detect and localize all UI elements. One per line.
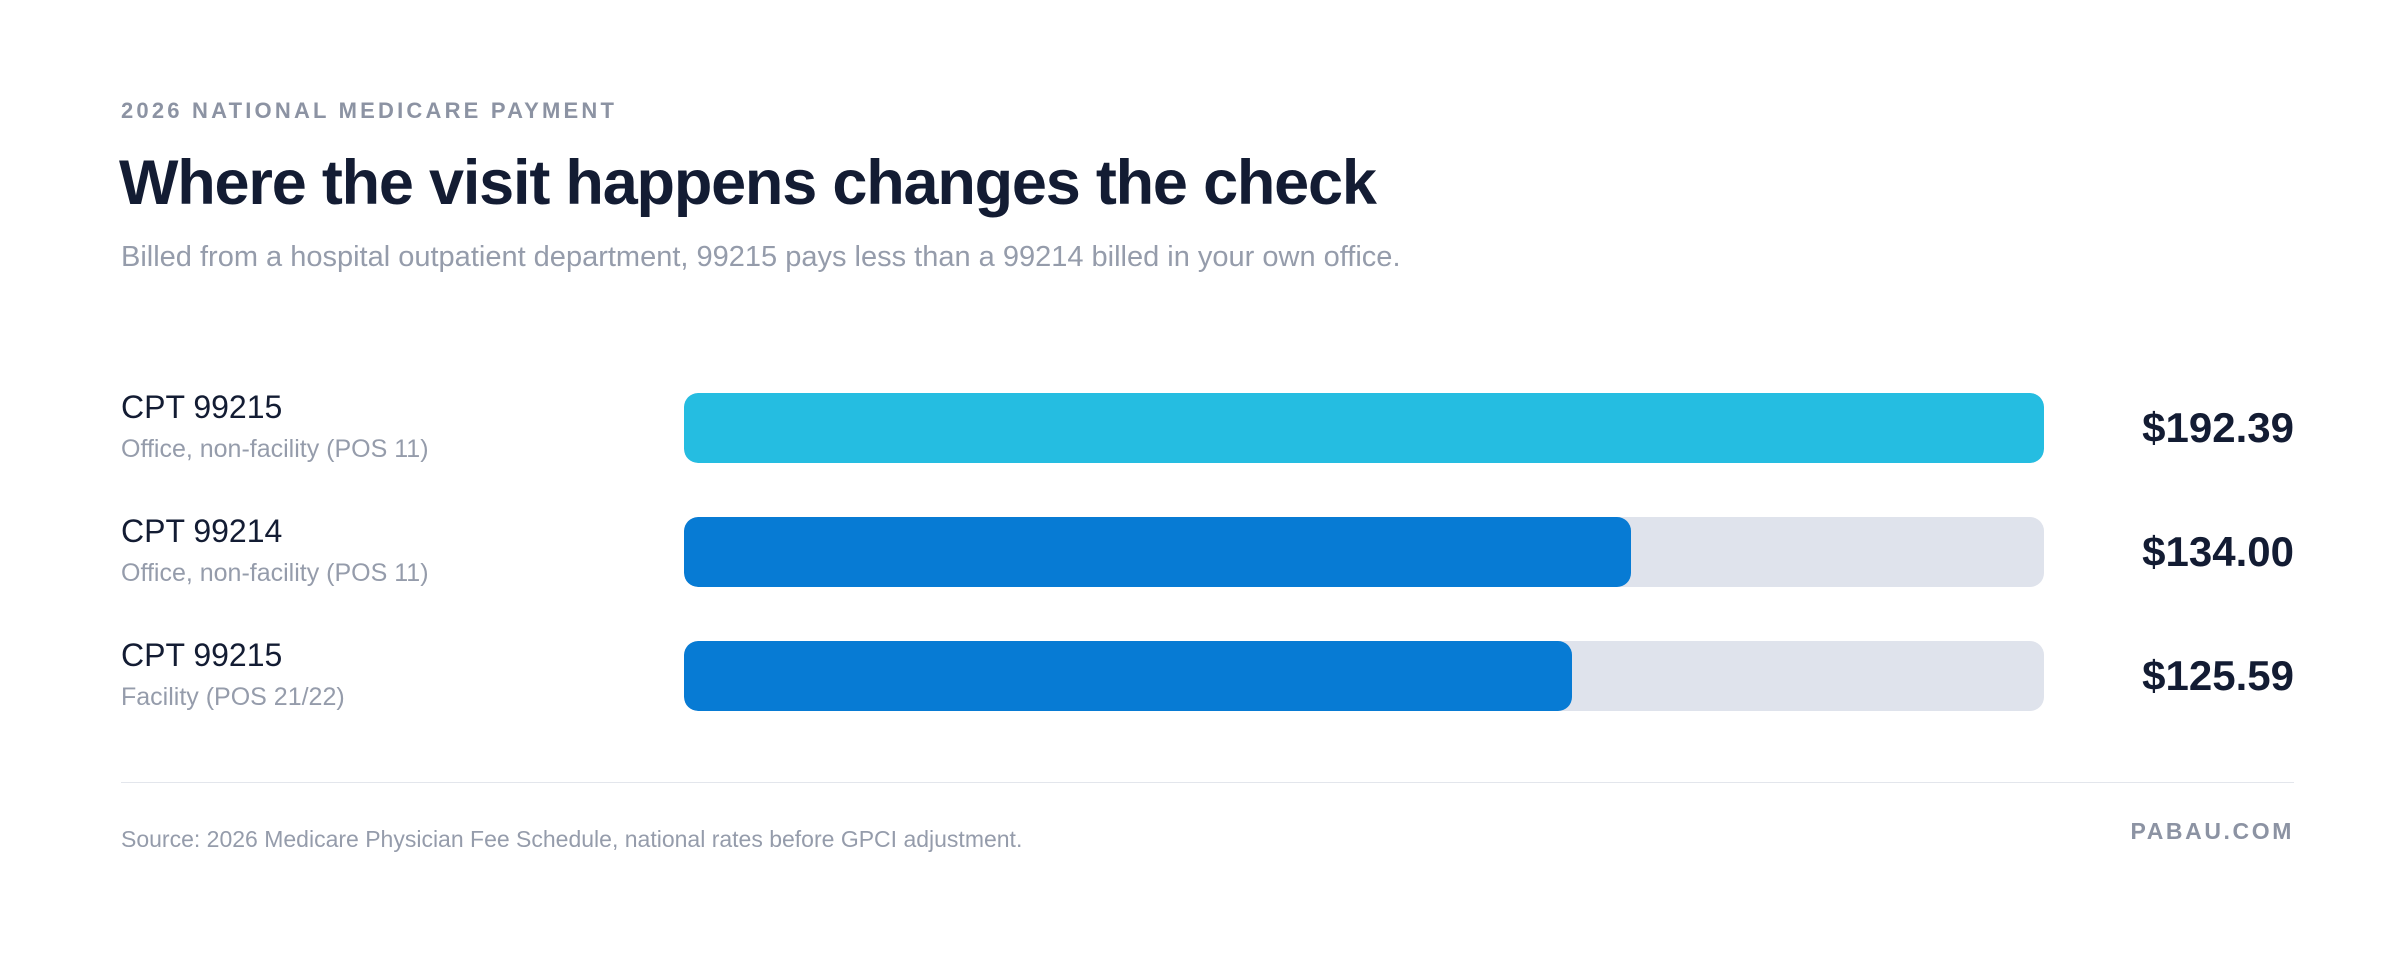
chart-title: Where the visit happens changes the chec…: [119, 148, 1377, 218]
bar-fill: [684, 393, 2044, 463]
row-code-label: CPT 99215: [121, 389, 283, 425]
bar-row-1: CPT 99214 Office, non-facility (POS 11) …: [0, 513, 2400, 587]
row-label: CPT 99215 Facility (POS 21/22): [121, 635, 345, 715]
bar-track: [684, 393, 2044, 463]
row-label: CPT 99215 Office, non-facility (POS 11): [121, 387, 429, 467]
bar-track: [684, 517, 2044, 587]
footer-divider: [121, 782, 2294, 783]
bar-value-label: $192.39: [2142, 404, 2294, 451]
bar-row-2: CPT 99215 Facility (POS 21/22) $125.59: [0, 637, 2400, 711]
chart-subtitle: Billed from a hospital outpatient depart…: [121, 241, 1401, 273]
bar-row-0: CPT 99215 Office, non-facility (POS 11) …: [0, 389, 2400, 463]
row-setting-label: Facility (POS 21/22): [121, 683, 345, 711]
bar-track: [684, 641, 2044, 711]
chart-eyebrow: 2026 NATIONAL MEDICARE PAYMENT: [121, 98, 618, 123]
row-code-label: CPT 99214: [121, 513, 283, 549]
brand-link[interactable]: PABAU.COM: [2130, 818, 2294, 844]
bar-value-label: $134.00: [2142, 528, 2294, 575]
row-code-label: CPT 99215: [121, 637, 283, 673]
source-note: Source: 2026 Medicare Physician Fee Sche…: [121, 826, 1023, 852]
bar-fill: [684, 517, 1631, 587]
row-setting-label: Office, non-facility (POS 11): [121, 559, 429, 587]
row-setting-label: Office, non-facility (POS 11): [121, 435, 429, 463]
bar-value-label: $125.59: [2142, 652, 2294, 699]
bar-fill: [684, 641, 1572, 711]
row-label: CPT 99214 Office, non-facility (POS 11): [121, 511, 429, 591]
